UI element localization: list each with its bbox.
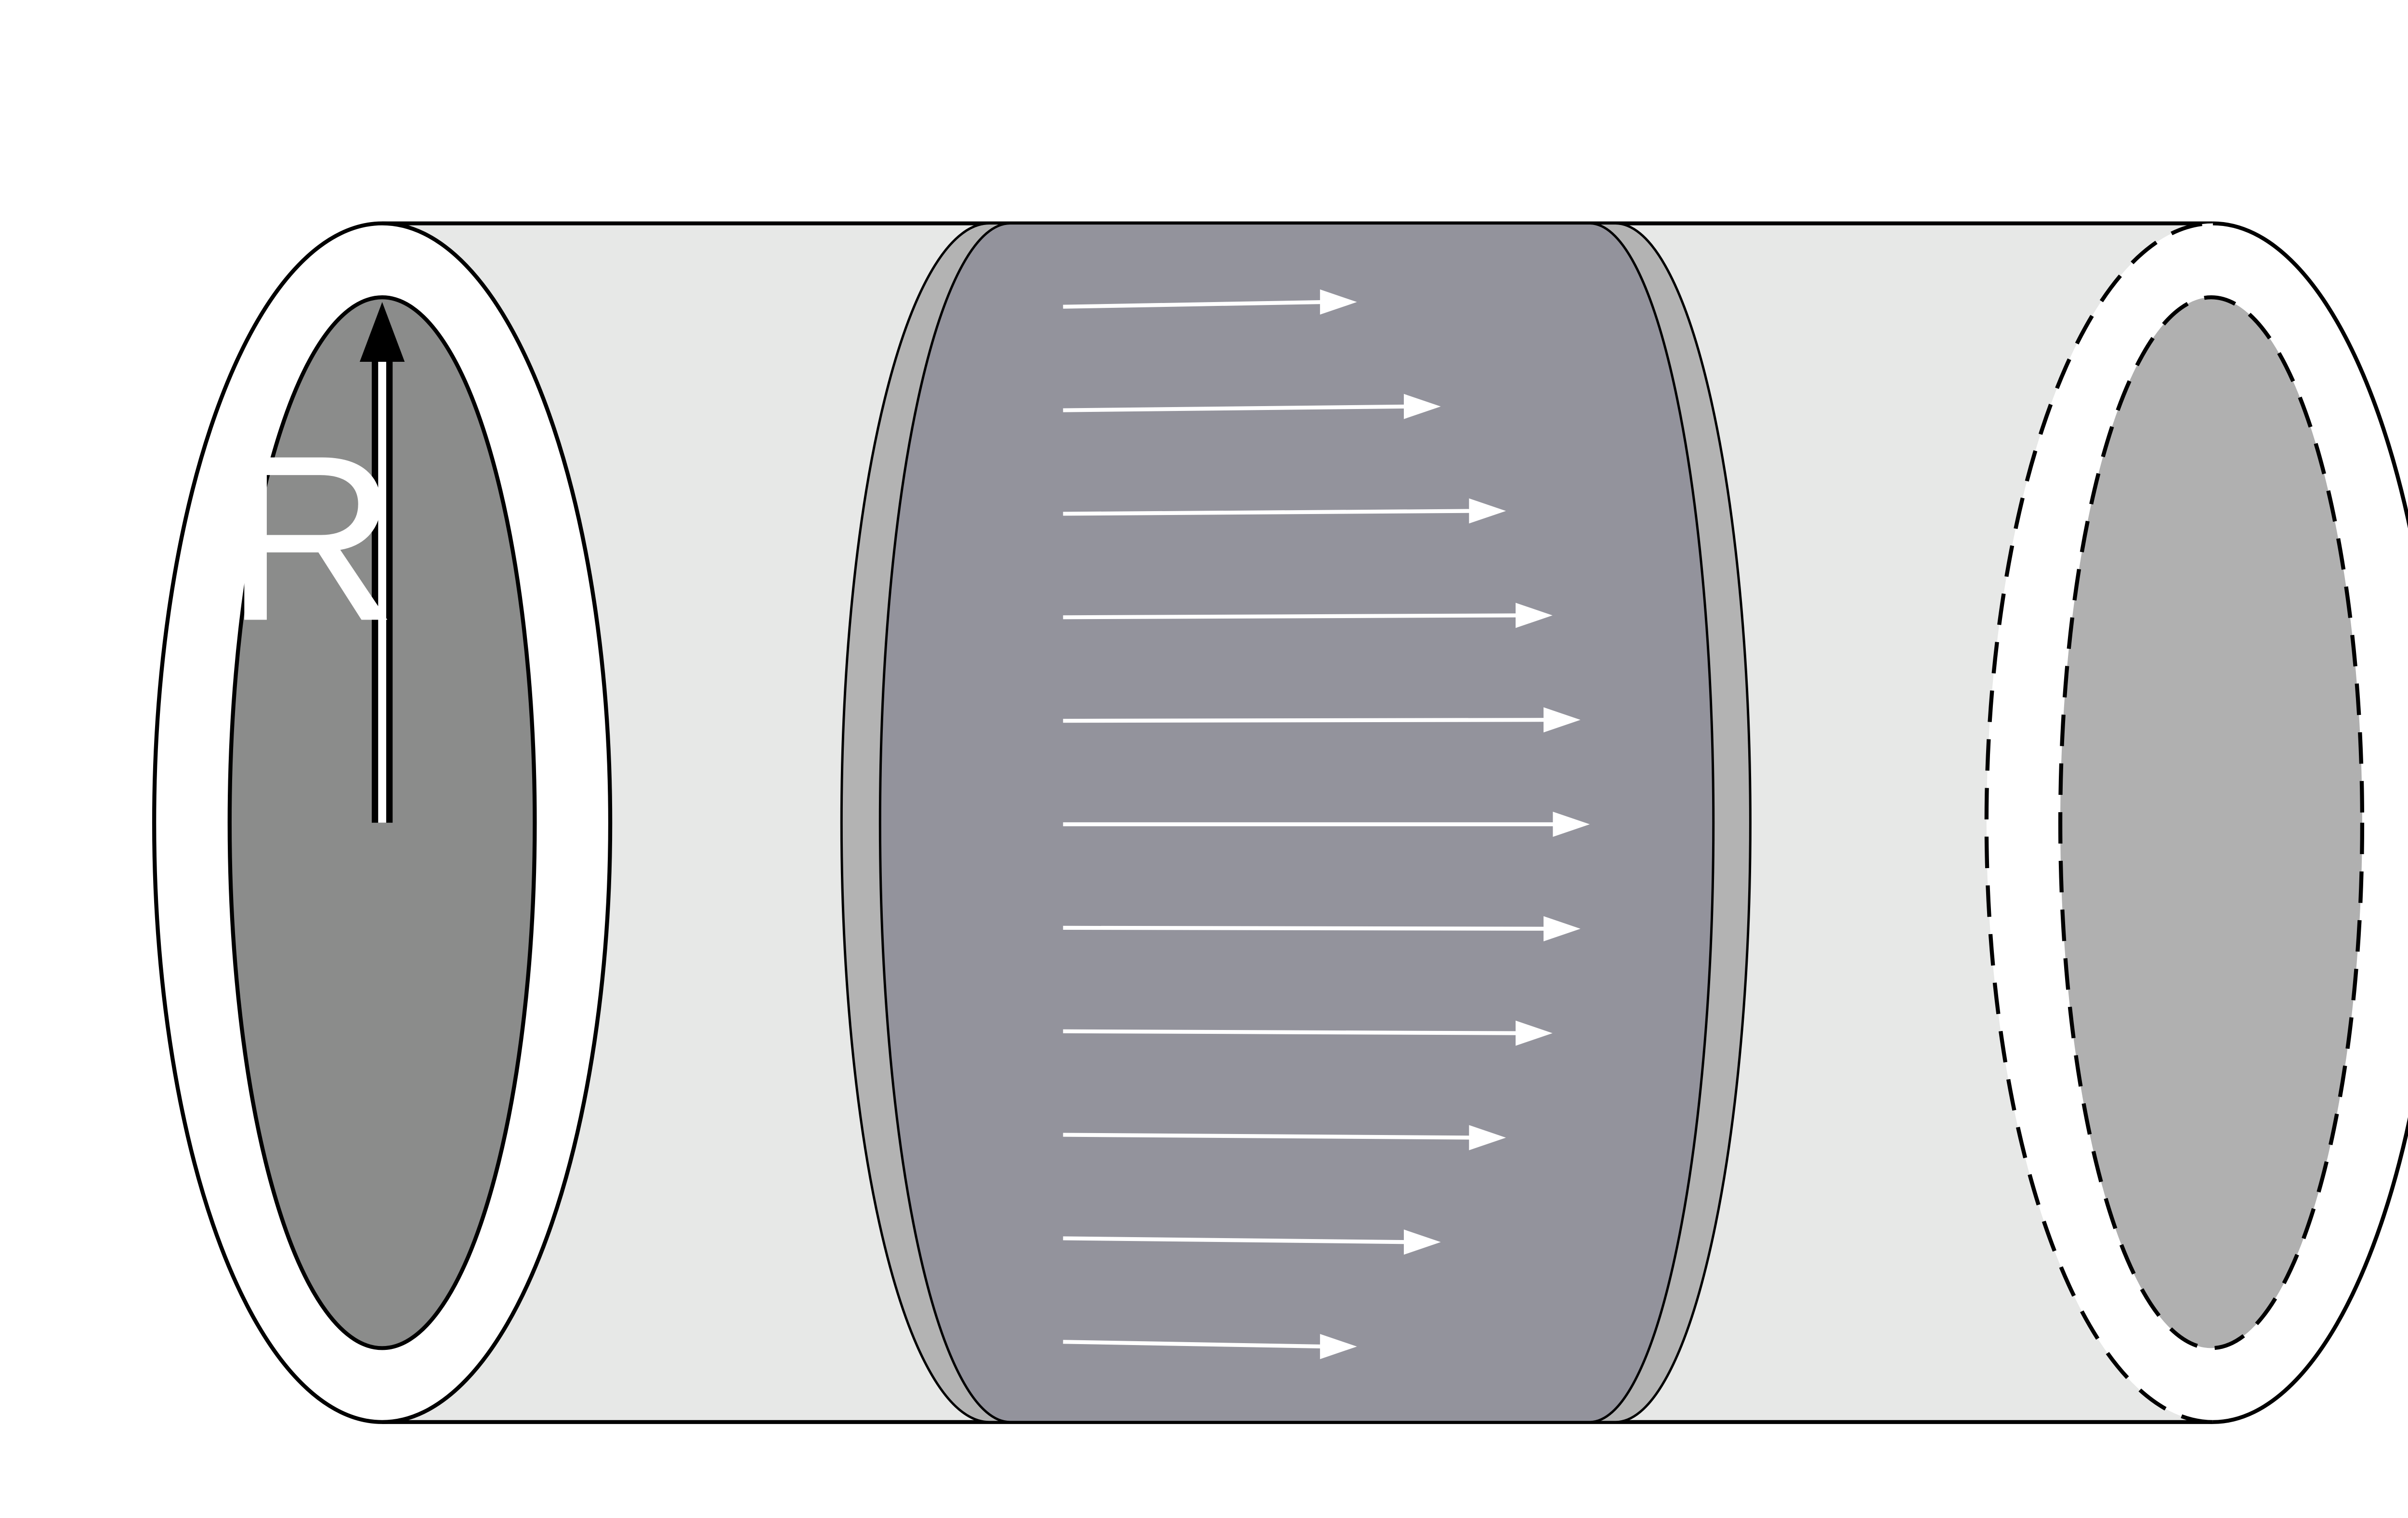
- arrow-right-icon: [1063, 916, 1581, 941]
- right-lumen: [2058, 295, 2365, 1350]
- arrow-right-icon: [1063, 1125, 1506, 1150]
- arrow-right-icon: [1063, 811, 1590, 837]
- arrow-right-icon: [1063, 289, 1357, 315]
- arrow-right-icon: [1063, 498, 1506, 524]
- arrow-right-icon: [1063, 603, 1553, 628]
- arrow-right-icon: [1063, 1333, 1357, 1360]
- arrow-right-icon: [1063, 707, 1581, 733]
- radius-label: R: [224, 406, 398, 670]
- arrow-right-icon: [1063, 1229, 1441, 1255]
- arrow-up-icon: [359, 302, 405, 823]
- arrow-right-icon: [1063, 394, 1441, 419]
- flow-arrows: [1063, 289, 1590, 1360]
- arrow-right-icon: [1063, 1020, 1553, 1046]
